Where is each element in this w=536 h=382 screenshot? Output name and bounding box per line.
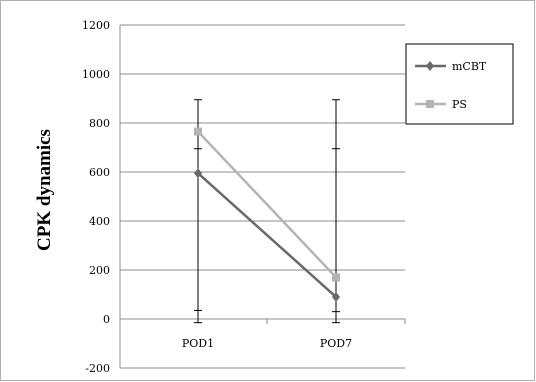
legend-label-ps: PS	[452, 98, 467, 111]
y-tick-labels: 1200 1000 800 600 400 200 0 -200	[82, 19, 110, 375]
x-tick-labels: POD1 POD7	[119, 319, 406, 350]
legend-label-mcbt: mCBT	[452, 60, 487, 73]
y-tick-label: 800	[89, 117, 110, 130]
data-point-mcbt	[332, 291, 340, 302]
x-tick-label: POD7	[320, 337, 352, 350]
gridlines	[120, 24, 405, 369]
y-tick-label: 1000	[82, 68, 110, 81]
y-tick-label: 600	[89, 166, 110, 179]
data-point-mcbt	[194, 168, 202, 179]
series-markers	[194, 127, 340, 302]
series-lines	[197, 130, 337, 298]
legend-box	[405, 43, 514, 125]
x-tick-label: POD1	[182, 337, 214, 350]
y-axis-label: CPK dynamics	[34, 129, 55, 251]
y-tick-label: -200	[85, 362, 110, 375]
y-tick-label: 400	[89, 215, 110, 228]
series-line-ps	[197, 130, 337, 279]
legend-marker-mcbt	[426, 61, 434, 71]
series-line-mcbt	[197, 172, 337, 298]
y-tick-label: 1200	[82, 19, 110, 32]
y-tick-label: 0	[103, 313, 110, 326]
legend: mCBT PS	[405, 43, 514, 125]
data-point-ps	[332, 273, 340, 282]
error-bars	[194, 99, 340, 324]
y-tick-label: 200	[89, 264, 110, 277]
legend-marker-ps	[426, 100, 434, 108]
data-point-ps	[194, 127, 202, 136]
